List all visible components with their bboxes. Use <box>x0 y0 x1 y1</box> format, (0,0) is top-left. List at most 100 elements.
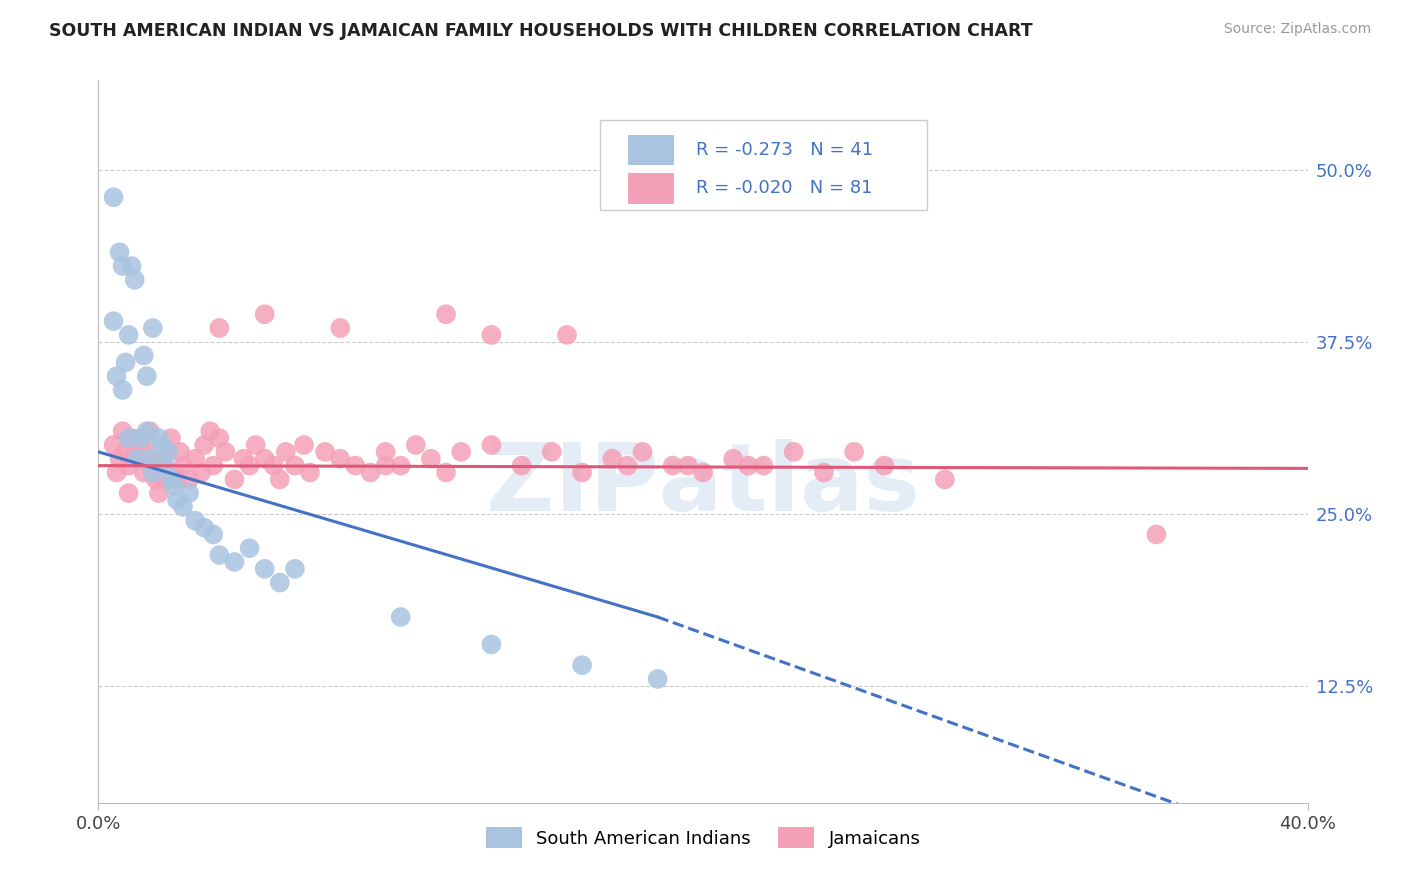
Point <box>156 445 179 459</box>
Point <box>135 424 157 438</box>
Point <box>114 445 136 459</box>
Point <box>253 307 276 321</box>
Point <box>172 500 194 514</box>
Point <box>150 451 173 466</box>
Point <box>232 451 254 466</box>
Point <box>253 451 276 466</box>
Point <box>135 445 157 459</box>
Point <box>284 458 307 473</box>
Point <box>813 466 835 480</box>
Point <box>692 466 714 480</box>
Point <box>179 486 201 500</box>
Point <box>214 445 236 459</box>
Point <box>150 438 173 452</box>
Point <box>124 273 146 287</box>
Point <box>202 527 225 541</box>
Point <box>329 321 352 335</box>
Point <box>108 245 131 260</box>
Point <box>934 472 956 486</box>
Point <box>208 431 231 445</box>
Point <box>481 638 503 652</box>
Text: SOUTH AMERICAN INDIAN VS JAMAICAN FAMILY HOUSEHOLDS WITH CHILDREN CORRELATION CH: SOUTH AMERICAN INDIAN VS JAMAICAN FAMILY… <box>49 22 1033 40</box>
Point <box>108 451 131 466</box>
Point <box>292 438 315 452</box>
Point <box>153 458 176 473</box>
Point <box>124 445 146 459</box>
Point <box>121 259 143 273</box>
Point <box>274 445 297 459</box>
Point <box>118 458 141 473</box>
Point <box>540 445 562 459</box>
Point <box>190 466 212 480</box>
Point <box>193 438 215 452</box>
Point <box>142 458 165 473</box>
Point <box>450 445 472 459</box>
Point <box>510 458 533 473</box>
Point <box>111 383 134 397</box>
Legend: South American Indians, Jamaicans: South American Indians, Jamaicans <box>478 820 928 855</box>
Point <box>111 259 134 273</box>
Point <box>208 548 231 562</box>
Point <box>481 438 503 452</box>
Point <box>224 472 246 486</box>
Bar <box>628 135 673 165</box>
Point <box>200 424 222 438</box>
Point <box>118 327 141 342</box>
Point <box>142 321 165 335</box>
Point <box>481 327 503 342</box>
Point <box>616 458 638 473</box>
Point <box>160 472 183 486</box>
Point <box>148 431 170 445</box>
Point <box>844 445 866 459</box>
Bar <box>628 173 673 203</box>
Point <box>169 445 191 459</box>
Point <box>118 431 141 445</box>
Point <box>172 458 194 473</box>
Point <box>314 445 336 459</box>
Point <box>269 575 291 590</box>
Point <box>344 458 367 473</box>
Point <box>127 451 149 466</box>
Point <box>121 431 143 445</box>
Point <box>139 451 162 466</box>
Point <box>179 472 201 486</box>
Text: Source: ZipAtlas.com: Source: ZipAtlas.com <box>1223 22 1371 37</box>
Point <box>153 472 176 486</box>
Point <box>184 451 207 466</box>
Point <box>1144 527 1167 541</box>
Point <box>263 458 285 473</box>
Point <box>148 458 170 473</box>
Point <box>661 458 683 473</box>
Point <box>239 541 262 556</box>
Point <box>103 314 125 328</box>
Point <box>752 458 775 473</box>
Point <box>571 466 593 480</box>
Point <box>142 466 165 480</box>
Point <box>166 472 188 486</box>
Point <box>245 438 267 452</box>
FancyBboxPatch shape <box>600 120 927 211</box>
Point <box>129 431 152 445</box>
Point <box>647 672 669 686</box>
Point <box>783 445 806 459</box>
Point <box>224 555 246 569</box>
Point <box>269 472 291 486</box>
Point <box>631 445 654 459</box>
Point <box>160 431 183 445</box>
Point <box>127 451 149 466</box>
Point <box>329 451 352 466</box>
Point <box>163 466 186 480</box>
Point <box>105 369 128 384</box>
Point <box>129 438 152 452</box>
Point <box>873 458 896 473</box>
Point <box>360 466 382 480</box>
Point <box>103 190 125 204</box>
Point <box>676 458 699 473</box>
Point <box>156 445 179 459</box>
Point <box>374 458 396 473</box>
Point <box>132 349 155 363</box>
Point <box>105 466 128 480</box>
Point <box>163 479 186 493</box>
Point <box>145 472 167 486</box>
Point <box>139 424 162 438</box>
